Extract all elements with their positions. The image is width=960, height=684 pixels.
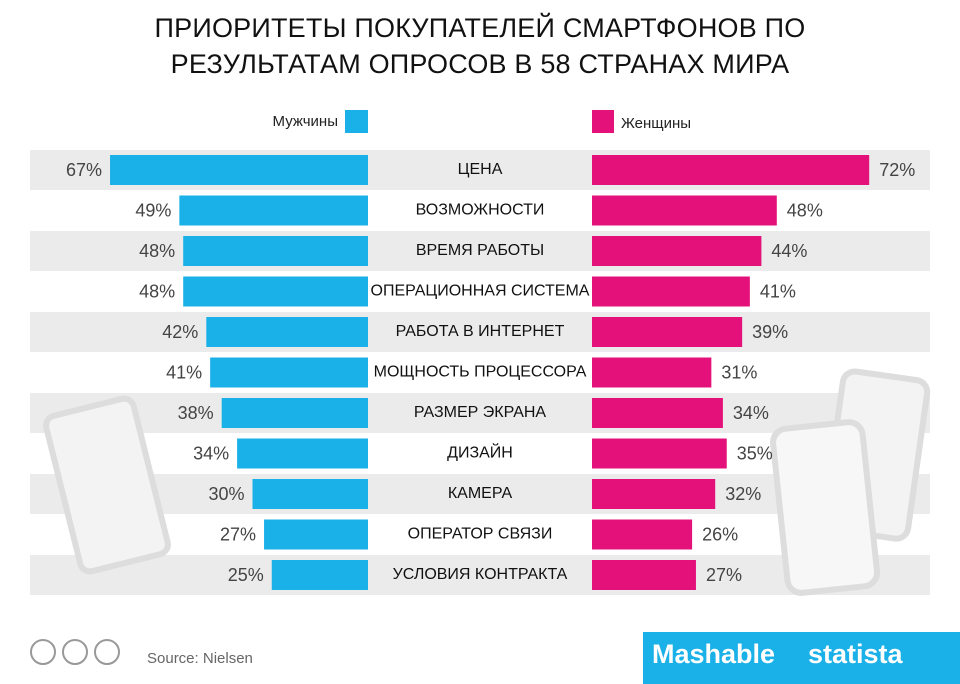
bar [592, 276, 750, 307]
cc-icons [30, 639, 120, 665]
bar [206, 317, 368, 347]
category-label: РАБОТА В ИНТЕРНЕТ [396, 323, 565, 340]
category-label: КАМЕРА [448, 485, 513, 502]
value-label: 30% [208, 484, 244, 504]
value-label: 31% [721, 362, 757, 382]
category-label: ОПЕРАЦИОННАЯ СИСТЕМА [371, 283, 590, 300]
bar [592, 195, 777, 226]
bar [592, 560, 696, 590]
value-label: 42% [162, 322, 198, 342]
value-label: 48% [787, 200, 823, 220]
value-label: 49% [135, 200, 171, 220]
legend-label: Мужчины [273, 113, 338, 130]
logo: Mashable [652, 639, 775, 669]
legend-label: Женщины [621, 115, 691, 132]
chart-title: ПРИОРИТЕТЫ ПОКУПАТЕЛЕЙ СМАРТФОНОВ ПО РЕЗ… [154, 13, 806, 79]
bar [183, 276, 368, 307]
bar [179, 195, 368, 226]
category-label: МОЩНОСТЬ ПРОЦЕССОРА [374, 364, 587, 381]
value-label: 34% [733, 403, 769, 423]
bar [592, 438, 727, 469]
row-band [30, 555, 930, 595]
bar [110, 155, 369, 185]
bar [210, 357, 368, 388]
bar [592, 357, 712, 388]
bar [183, 236, 368, 266]
value-label: 72% [879, 160, 915, 180]
phone-decoration [43, 368, 931, 596]
value-label: 35% [737, 443, 773, 463]
bar [592, 398, 723, 428]
value-label: 25% [228, 565, 264, 585]
row-band [30, 393, 930, 433]
legend-swatch [592, 110, 614, 133]
bar [592, 236, 762, 266]
value-label: 32% [725, 484, 761, 504]
row-band [30, 312, 930, 352]
bar [271, 560, 368, 590]
value-label: 41% [760, 281, 796, 301]
category-label: ОПЕРАТОР СВЯЗИ [408, 526, 553, 543]
category-label: ВРЕМЯ РАБОТЫ [416, 242, 544, 259]
category-label: ЦЕНА [458, 161, 503, 178]
value-label: 27% [706, 565, 742, 585]
source: Source: Nielsen [147, 650, 253, 667]
logo: statista [808, 639, 904, 669]
bar [221, 398, 368, 428]
logo-band [643, 632, 960, 684]
value-label: 38% [178, 403, 214, 423]
value-label: 27% [220, 524, 256, 544]
bar [252, 479, 368, 509]
bar [592, 317, 743, 347]
value-label: 67% [66, 160, 102, 180]
legend-swatch [345, 110, 368, 133]
category-label: УСЛОВИЯ КОНТРАКТА [393, 566, 568, 583]
bar [592, 479, 716, 509]
value-label: 48% [139, 241, 175, 261]
category-label: ДИЗАЙН [447, 443, 513, 462]
value-label: 44% [771, 241, 807, 261]
bar [237, 438, 368, 469]
bar [592, 155, 870, 185]
value-label: 48% [139, 281, 175, 301]
row-band [30, 231, 930, 271]
value-label: 39% [752, 322, 788, 342]
value-label: 34% [193, 443, 229, 463]
bar [264, 519, 368, 550]
category-label: РАЗМЕР ЭКРАНА [414, 404, 547, 421]
value-label: 26% [702, 524, 738, 544]
bar [592, 519, 693, 550]
value-label: 41% [166, 362, 202, 382]
category-label: ВОЗМОЖНОСТИ [416, 202, 545, 219]
